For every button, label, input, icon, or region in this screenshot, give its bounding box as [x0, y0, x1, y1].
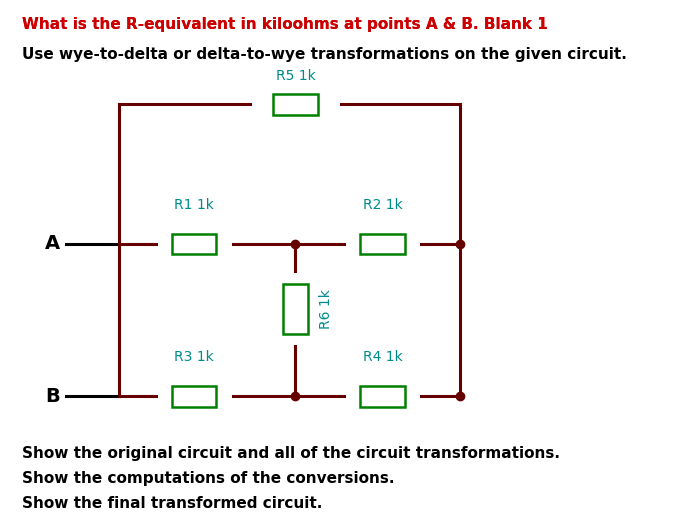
Text: What is the R-equivalent in kiloohms at points A & B. Blank 1: What is the R-equivalent in kiloohms at …	[22, 17, 547, 32]
Text: R2 1k: R2 1k	[363, 197, 403, 211]
Text: R6 1k: R6 1k	[319, 289, 333, 329]
Text: R5 1k: R5 1k	[276, 69, 316, 83]
Text: Use wye-to-delta or delta-to-wye transformations on the given circuit.: Use wye-to-delta or delta-to-wye transfo…	[22, 47, 627, 62]
Bar	[172, 386, 216, 407]
Bar	[274, 94, 318, 115]
Text: R4 1k: R4 1k	[363, 350, 403, 364]
Bar	[361, 234, 405, 254]
Text: Show the computations of the conversions.: Show the computations of the conversions…	[22, 472, 394, 486]
Text: R3 1k: R3 1k	[174, 350, 214, 364]
Bar	[361, 386, 405, 407]
Text: Show the original circuit and all of the circuit transformations.: Show the original circuit and all of the…	[22, 446, 560, 461]
Text: A: A	[45, 235, 60, 253]
Text: R1 1k: R1 1k	[174, 197, 214, 211]
Text: B: B	[45, 387, 60, 406]
Text: Show the final transformed circuit.: Show the final transformed circuit.	[22, 496, 322, 511]
Bar	[172, 234, 216, 254]
Text: What is the R-equivalent in kiloohms at points A & B. Blank 1: What is the R-equivalent in kiloohms at …	[22, 17, 547, 32]
Bar	[283, 284, 308, 334]
